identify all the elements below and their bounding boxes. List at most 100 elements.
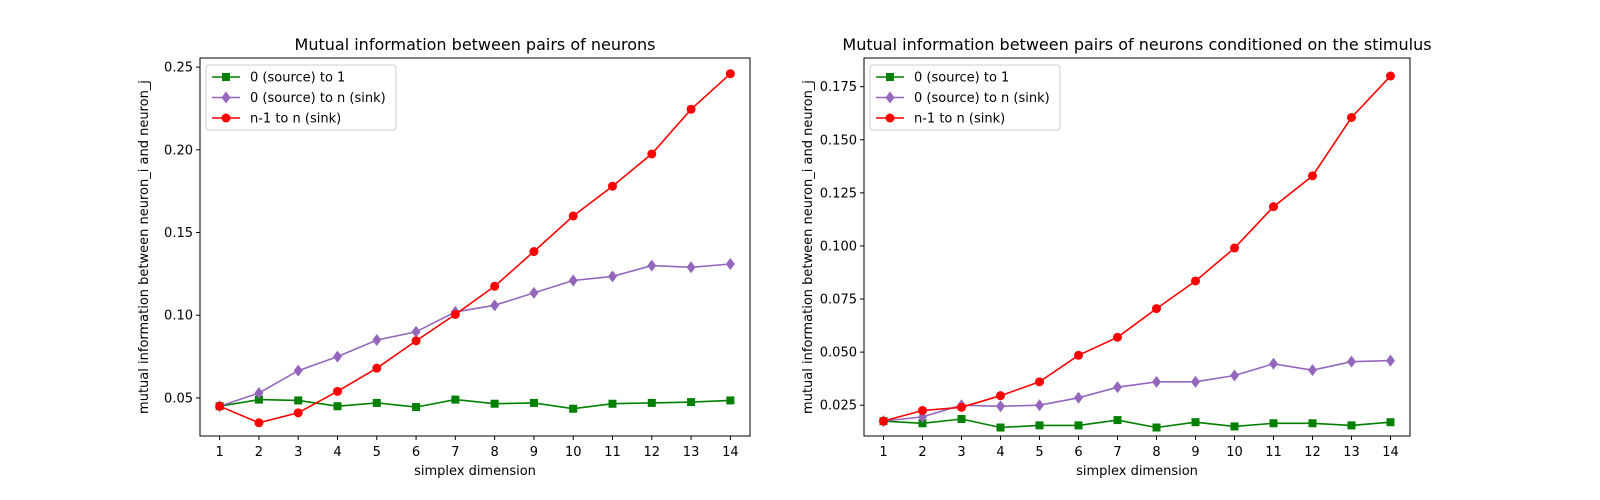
x-tick-label: 7: [451, 445, 459, 460]
data-point: [333, 402, 342, 411]
data-point: [1308, 364, 1317, 377]
data-point: [215, 401, 225, 411]
data-point: [333, 386, 342, 396]
data-point: [1191, 375, 1200, 388]
data-point: [725, 69, 735, 79]
x-tick-label: 7: [1113, 445, 1121, 460]
legend: 0 (source) to 1 0 (source) to n (sink) n-1…: [205, 64, 397, 131]
data-point: [1035, 421, 1044, 430]
y-axis: 0.05 0.10 0.15 0.20 0.25: [164, 61, 200, 406]
x-axis: 1 2 3 4 5 6 7 8 9 10 11 12 13 14: [216, 436, 739, 460]
y-tick-label: 0.10: [164, 309, 193, 324]
data-point: [1152, 304, 1161, 314]
x-tick-label: 8: [491, 445, 499, 460]
data-point: [529, 247, 539, 257]
data-point: [1230, 369, 1239, 382]
data-point: [687, 398, 696, 407]
data-point: [254, 418, 264, 428]
series-line-2: [219, 73, 731, 424]
chart-left: Mutual information between pairs of neur…: [137, 35, 751, 479]
data-point: [608, 270, 617, 283]
data-point: [1113, 416, 1122, 425]
x-axis-label: simplex dimension: [1076, 464, 1198, 479]
x-tick-label: 6: [1074, 445, 1082, 460]
data-point: [490, 399, 499, 408]
x-tick-label: 6: [412, 445, 420, 460]
x-axis: 1 2 3 4 5 6 7 8 9 10 11 12 13 14: [879, 436, 1399, 460]
data-point: [608, 181, 617, 191]
x-tick-label: 9: [1191, 445, 1199, 460]
x-tick-label: 4: [996, 445, 1004, 460]
data-point: [372, 334, 382, 347]
y-axis: 0.025 0.050 0.075 0.100 0.125 0.150 0.175: [820, 80, 864, 414]
data-point: [1386, 418, 1395, 427]
plot-frame: [199, 57, 751, 437]
legend-label: 0 (source) to 1: [914, 71, 1009, 86]
x-tick-label: 2: [918, 445, 926, 460]
data-point: [1347, 112, 1356, 122]
chart-right: Mutual information between pairs of neur…: [801, 35, 1432, 479]
x-tick-label: 9: [530, 445, 538, 460]
legend-label: n-1 to n (sink): [914, 112, 1005, 127]
data-point: [372, 363, 382, 373]
data-point: [1269, 202, 1278, 212]
legend-marker: [886, 73, 894, 81]
data-point: [490, 299, 500, 312]
data-point: [490, 281, 500, 291]
y-tick-label: 0.05: [164, 391, 193, 406]
x-axis-label: simplex dimension: [414, 464, 536, 479]
data-point: [647, 259, 657, 272]
plot-frame: [863, 57, 1411, 437]
data-point: [1074, 391, 1083, 404]
data-point: [1269, 357, 1278, 370]
data-point: [957, 415, 966, 424]
data-point: [1074, 421, 1083, 430]
y-tick-label: 0.150: [820, 133, 857, 148]
legend-label: 0 (source) to 1: [250, 71, 345, 86]
data-point: [1074, 350, 1083, 360]
data-point: [1191, 276, 1200, 286]
data-point: [996, 391, 1005, 401]
x-tick-label: 12: [644, 445, 661, 460]
data-point: [294, 396, 303, 405]
legend-label: 0 (source) to n (sink): [250, 91, 386, 106]
data-point: [450, 309, 460, 319]
data-point: [686, 261, 696, 274]
x-tick-label: 11: [1265, 445, 1282, 460]
data-point: [333, 350, 342, 363]
x-tick-label: 11: [604, 445, 621, 460]
y-axis-label: mutual information between neuron_i and …: [137, 80, 152, 414]
data-point: [1035, 377, 1044, 387]
series-line-1: [219, 263, 731, 407]
data-point: [1230, 243, 1239, 253]
data-point: [879, 416, 888, 426]
legend-label: 0 (source) to n (sink): [914, 91, 1050, 106]
series-line-0: [219, 398, 731, 410]
data-point: [451, 395, 460, 404]
y-tick-label: 0.15: [164, 226, 193, 241]
data-point: [254, 386, 264, 399]
y-tick-label: 0.100: [820, 239, 857, 254]
legend-marker: [221, 113, 231, 123]
data-point: [411, 325, 421, 338]
data-point: [529, 286, 539, 299]
x-tick-label: 5: [373, 445, 381, 460]
data-point: [996, 423, 1005, 432]
data-point: [254, 395, 263, 404]
x-tick-label: 5: [1035, 445, 1043, 460]
data-point: [411, 336, 421, 346]
y-tick-label: 0.175: [820, 80, 857, 95]
x-tick-label: 1: [216, 445, 224, 460]
series-group: [215, 69, 735, 428]
y-tick-label: 0.050: [820, 346, 857, 361]
legend: 0 (source) to 1 0 (source) to n (sink) n-1…: [869, 64, 1061, 131]
data-point: [686, 104, 696, 114]
data-point: [726, 396, 735, 405]
data-point: [996, 400, 1005, 413]
data-point: [1308, 419, 1317, 428]
legend-box: [869, 64, 1061, 131]
x-tick-label: 3: [957, 445, 965, 460]
legend-marker: [222, 73, 230, 81]
series-line-0: [883, 418, 1391, 429]
